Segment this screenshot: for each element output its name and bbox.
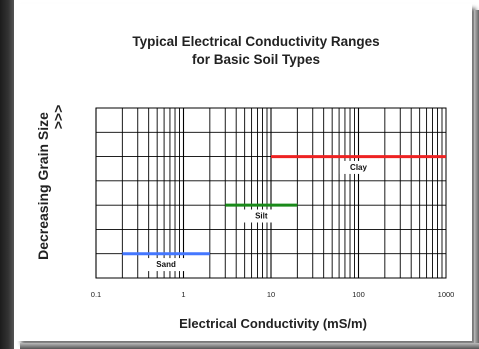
bottom-shadow	[20, 343, 479, 349]
x-tick-label: 100	[352, 290, 365, 299]
left-dark-bar	[0, 0, 14, 349]
y-axis-label: Decreasing Grain Size	[35, 112, 51, 260]
label-silt: Silt	[255, 212, 268, 221]
grid	[95, 108, 446, 278]
plot-border	[95, 107, 447, 279]
y-axis-arrow: >>>	[50, 105, 66, 130]
label-bg-clay	[339, 160, 378, 174]
x-axis-label: Electrical Conductivity (mS/m)	[179, 316, 367, 331]
x-tick-label: 0.1	[91, 290, 101, 299]
right-shadow	[474, 10, 479, 349]
data-series: Sand Silt Clay	[122, 155, 446, 272]
label-bg-silt	[242, 209, 281, 223]
plot-area-border	[95, 107, 447, 279]
chart-title-line-1: Typical Electrical Conductivity Ranges	[132, 34, 379, 49]
x-tick-labels: 0.1 1 10 100 1000	[91, 290, 455, 299]
chart-title-line-2: for Basic Soil Types	[192, 52, 320, 67]
label-clay: Clay	[350, 163, 367, 172]
x-tick-label: 1	[181, 290, 185, 299]
x-tick-label: 10	[267, 290, 275, 299]
label-sand: Sand	[156, 260, 176, 269]
label-bg-sand	[147, 258, 186, 272]
x-tick-label: 1000	[438, 290, 455, 299]
